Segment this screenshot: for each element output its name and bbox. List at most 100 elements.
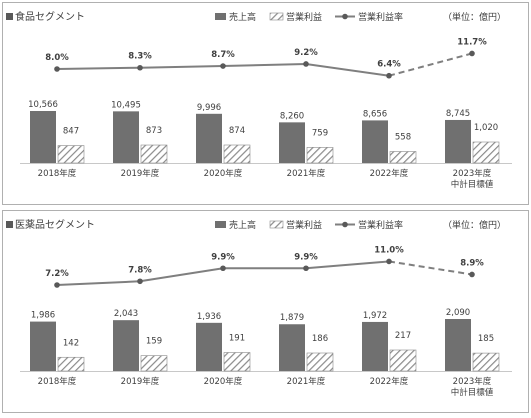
data-label-margin: 7.2% [45, 269, 69, 279]
point-margin [303, 61, 309, 67]
bar-profit [472, 352, 500, 372]
data-label-margin: 9.9% [211, 252, 235, 262]
data-label-sales: 10,495 [111, 100, 141, 110]
bar-sales [279, 122, 305, 163]
data-label-sales: 1,936 [197, 312, 221, 322]
point-margin [54, 282, 60, 288]
data-label-profit: 1,020 [474, 123, 498, 133]
x-tick-label: 2019年度 [121, 376, 160, 387]
bar-sales [362, 321, 388, 371]
data-label-profit: 185 [478, 334, 494, 344]
chart-title: 医薬品セグメント [15, 218, 95, 231]
bar-profit [223, 144, 251, 164]
point-margin [303, 265, 309, 272]
legend-label-profit: 営業利益 [286, 11, 322, 23]
panel-border [2, 210, 529, 413]
data-label-sales: 8,260 [280, 111, 304, 121]
data-label-profit: 558 [395, 133, 411, 143]
data-label-sales: 1,879 [280, 313, 304, 323]
legend-label-profit: 営業利益 [286, 219, 322, 231]
bar-profit [57, 356, 85, 372]
data-label-profit: 159 [146, 337, 162, 347]
data-label-sales: 8,656 [363, 109, 387, 119]
data-label-sales: 2,090 [446, 308, 470, 318]
point-margin [386, 72, 392, 79]
legend-swatch-profit [269, 12, 284, 21]
chart-panel-1: 食品セグメント 売上高 営業利益 営業利益率 （単位：億円） 10,566 847 2018年… [2, 2, 529, 205]
x-tick-label: 2021年度 [287, 168, 326, 179]
point-margin [386, 258, 392, 265]
bar-sales [279, 324, 305, 371]
point-margin [137, 64, 143, 71]
legend-label-sales: 売上高 [229, 219, 256, 231]
x-tick-label: 2018年度 [38, 168, 77, 179]
line-margin-target [388, 260, 473, 276]
line-margin-target [388, 52, 473, 77]
data-label-margin: 9.9% [294, 252, 318, 262]
bar-sales [196, 322, 222, 371]
data-label-sales: 8,745 [446, 109, 470, 119]
data-label-profit: 847 [63, 127, 79, 137]
x-tick-label: 2019年度 [121, 168, 160, 179]
bar-profit [140, 144, 168, 164]
data-label-profit: 142 [63, 338, 79, 348]
bar-profit [306, 352, 334, 372]
data-label-margin: 7.8% [128, 265, 152, 275]
legend-swatch-sales [215, 221, 226, 228]
point-margin [137, 278, 143, 285]
data-label-profit: 217 [395, 331, 411, 341]
data-label-sales: 9,996 [197, 103, 221, 113]
x-tick-label: 2022年度 [370, 168, 409, 179]
data-label-margin: 8.9% [460, 258, 484, 268]
point-margin [220, 265, 226, 272]
bar-sales [445, 119, 471, 163]
data-label-margin: 9.2% [294, 48, 318, 58]
bar-sales [113, 320, 139, 371]
bar-profit [389, 151, 417, 164]
legend-swatch-sales [215, 13, 226, 20]
x-tick-label: 2021年度 [287, 376, 326, 387]
data-label-profit: 191 [229, 334, 245, 344]
legend-label-margin: 営業利益率 [358, 11, 403, 23]
data-label-sales: 10,566 [28, 100, 58, 110]
chart-title: 食品セグメント [15, 10, 85, 23]
point-margin [469, 50, 475, 57]
x-tick-label: 2023年度 [453, 376, 492, 387]
data-label-sales: 1,986 [31, 311, 55, 321]
title-marker [6, 221, 13, 228]
data-label-profit: 186 [312, 334, 328, 344]
x-tick-label: 2018年度 [38, 376, 77, 387]
data-label-margin: 11.0% [374, 245, 404, 255]
data-label-profit: 759 [312, 128, 328, 138]
data-label-margin: 8.7% [211, 50, 235, 60]
title-marker [6, 13, 13, 20]
point-margin [54, 66, 60, 72]
legend-label-sales: 売上高 [229, 11, 256, 23]
bar-profit [306, 147, 334, 164]
data-label-margin: 6.4% [377, 60, 401, 70]
data-label-sales: 1,972 [363, 311, 387, 321]
x-tick-label: 2020年度 [204, 168, 243, 179]
bar-sales [113, 111, 139, 163]
point-margin [220, 63, 226, 69]
data-label-margin: 8.0% [45, 53, 69, 63]
bar-sales [445, 319, 471, 371]
bar-profit [389, 349, 417, 372]
data-label-sales: 2,043 [114, 309, 138, 319]
legend-marker-margin [342, 221, 348, 228]
x-tick-label: 2023年度 [453, 168, 492, 179]
bar-sales [362, 120, 388, 163]
x-tick-label: 2020年度 [204, 376, 243, 387]
x-tick-label: 中計目標値 [451, 387, 494, 398]
data-label-profit: 874 [229, 126, 245, 136]
x-tick-label: 中計目標値 [451, 179, 494, 190]
data-label-margin: 8.3% [128, 52, 152, 62]
bar-profit [140, 355, 168, 372]
bar-profit [57, 145, 85, 164]
bar-sales [196, 113, 222, 163]
data-label-profit: 873 [146, 126, 162, 136]
x-tick-label: 2022年度 [370, 376, 409, 387]
bar-profit [223, 352, 251, 372]
